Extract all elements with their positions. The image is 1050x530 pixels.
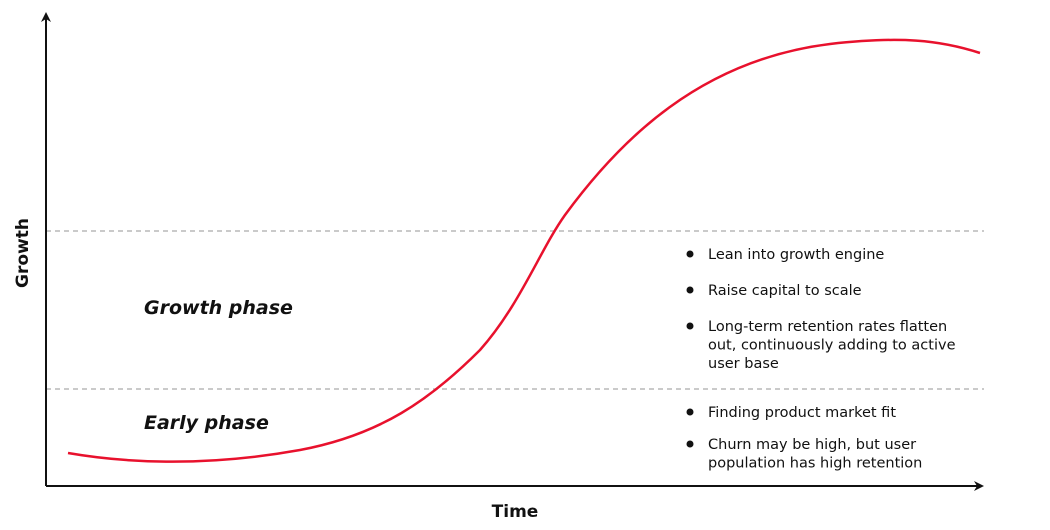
phase-label: Growth phase	[144, 297, 293, 319]
bullet-text: Lean into growth engine	[708, 247, 884, 263]
bullet-dot	[686, 250, 694, 258]
bullet-list: Lean into growth engine Raise capital to …	[686, 247, 956, 472]
bullet-text: out, continuously adding to active	[708, 338, 956, 354]
bullet-dot	[686, 322, 694, 330]
bullet-text: Raise capital to scale	[708, 283, 862, 299]
bullet-dot	[686, 286, 694, 294]
bullet-text: Finding product market fit	[708, 405, 896, 421]
y-axis-label: Growth	[13, 218, 33, 288]
bullet-text: Churn may be high, but user	[708, 437, 916, 453]
x-axis-label: Time	[492, 502, 539, 522]
phase-label: Early phase	[144, 412, 269, 434]
bullet-text: Long-term retention rates flatten	[708, 319, 947, 335]
bullet-dot	[686, 408, 694, 416]
growth-curve	[67, 38, 981, 463]
bullet-text: population has high retention	[708, 456, 922, 472]
bullet-dot	[686, 440, 694, 448]
bullet-text: user base	[708, 356, 779, 372]
